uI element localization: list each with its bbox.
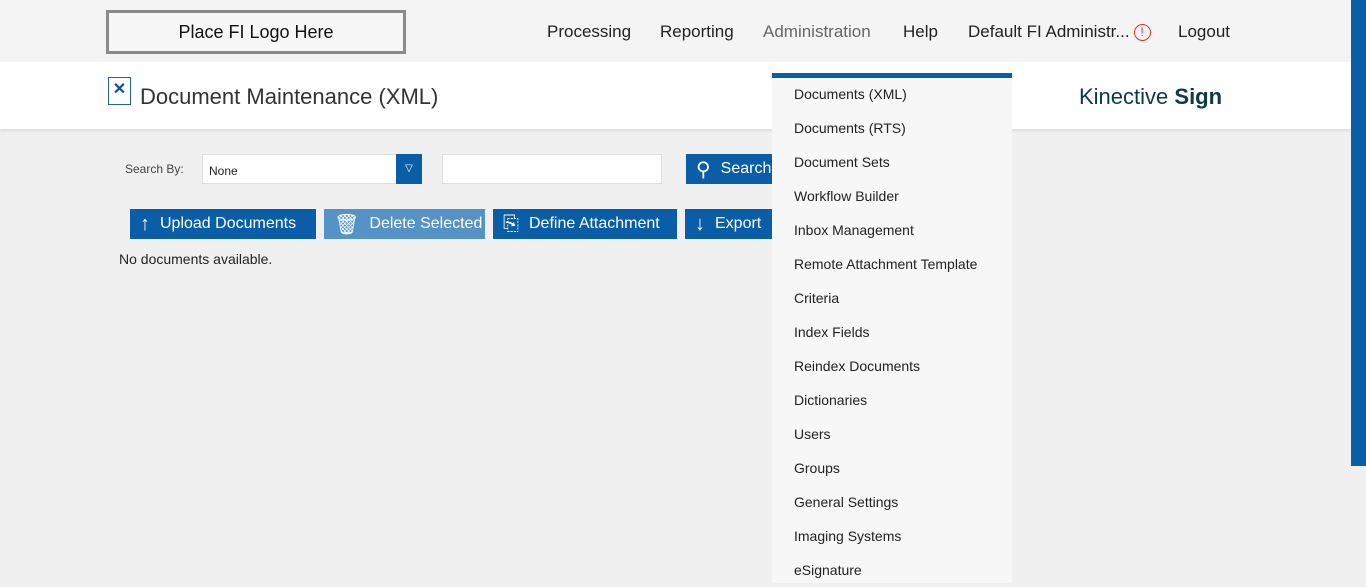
upload-icon: ↑	[140, 212, 150, 235]
menu-item[interactable]: Users	[794, 426, 831, 442]
menu-item[interactable]: Groups	[794, 460, 840, 476]
user-name: Default FI Administr...	[968, 22, 1130, 41]
search-by-label: Search By:	[125, 162, 184, 176]
export-label: Export	[715, 215, 762, 232]
search-label: Search	[720, 160, 772, 177]
brand-logo: Kinective Sign	[1079, 84, 1222, 110]
upload-label: Upload Documents	[160, 215, 297, 232]
upload-documents-button[interactable]: ↑ Upload Documents	[130, 209, 316, 239]
menu-item[interactable]: Documents (XML)	[794, 86, 907, 102]
top-bar: Place FI Logo Here Processing Reporting …	[0, 0, 1366, 62]
nav-logout[interactable]: Logout	[1178, 22, 1230, 41]
menu-item[interactable]: Dictionaries	[794, 392, 868, 408]
paperclip-icon: ⎘	[503, 212, 519, 235]
search-by-select[interactable]: None ▽	[202, 154, 422, 184]
brand-bold: Sign	[1174, 84, 1223, 109]
menu-item[interactable]: Criteria	[794, 290, 840, 306]
scrollbar[interactable]	[1351, 0, 1366, 466]
chevron-down-icon[interactable]: ▽	[396, 154, 422, 184]
menu-item[interactable]: Workflow Builder	[794, 188, 899, 204]
trash-icon: 🗑	[334, 213, 360, 236]
search-icon: ⚲	[696, 158, 711, 181]
page-title: Document Maintenance (XML)	[140, 84, 439, 109]
menu-item[interactable]: Documents (RTS)	[794, 120, 906, 136]
define-label: Define Attachment	[529, 215, 660, 232]
menu-item[interactable]: Imaging Systems	[794, 528, 902, 544]
menu-item[interactable]: Reindex Documents	[794, 358, 921, 374]
page-header	[0, 62, 1351, 129]
menu-item[interactable]: Index Fields	[794, 324, 870, 340]
nav-processing[interactable]: Processing	[547, 22, 632, 41]
nav-help[interactable]: Help	[903, 22, 938, 41]
alert-icon[interactable]: !	[1133, 24, 1151, 41]
xml-document-icon: ✕	[108, 77, 131, 105]
administration-dropdown: Documents (XML) Documents (RTS) Document S…	[772, 73, 1012, 583]
menu-item[interactable]: Remote Attachment Template	[794, 256, 978, 272]
menu-item[interactable]: eSignature	[794, 562, 862, 578]
download-icon: ↓	[695, 212, 705, 235]
search-input[interactable]	[442, 154, 662, 184]
selected-value: None	[209, 164, 238, 178]
delete-label: Delete Selected	[369, 215, 483, 232]
delete-selected-button[interactable]: 🗑 Delete Selected	[324, 209, 485, 239]
define-attachment-button[interactable]: ⎘ Define Attachment	[493, 209, 677, 239]
fi-logo-placeholder: Place FI Logo Here	[106, 10, 406, 54]
nav-administration[interactable]: Administration	[763, 22, 871, 41]
menu-item[interactable]: General Settings	[794, 494, 899, 510]
menu-item[interactable]: Document Sets	[794, 154, 890, 170]
menu-item[interactable]: Inbox Management	[794, 222, 914, 238]
brand-light: Kinective	[1079, 84, 1175, 109]
search-button[interactable]: ⚲ Search	[686, 154, 772, 184]
nav-reporting[interactable]: Reporting	[660, 22, 734, 41]
nav-user[interactable]: Default FI Administr...!	[968, 22, 1151, 42]
empty-state: No documents available.	[119, 251, 273, 267]
export-button[interactable]: ↓ Export	[685, 209, 772, 239]
